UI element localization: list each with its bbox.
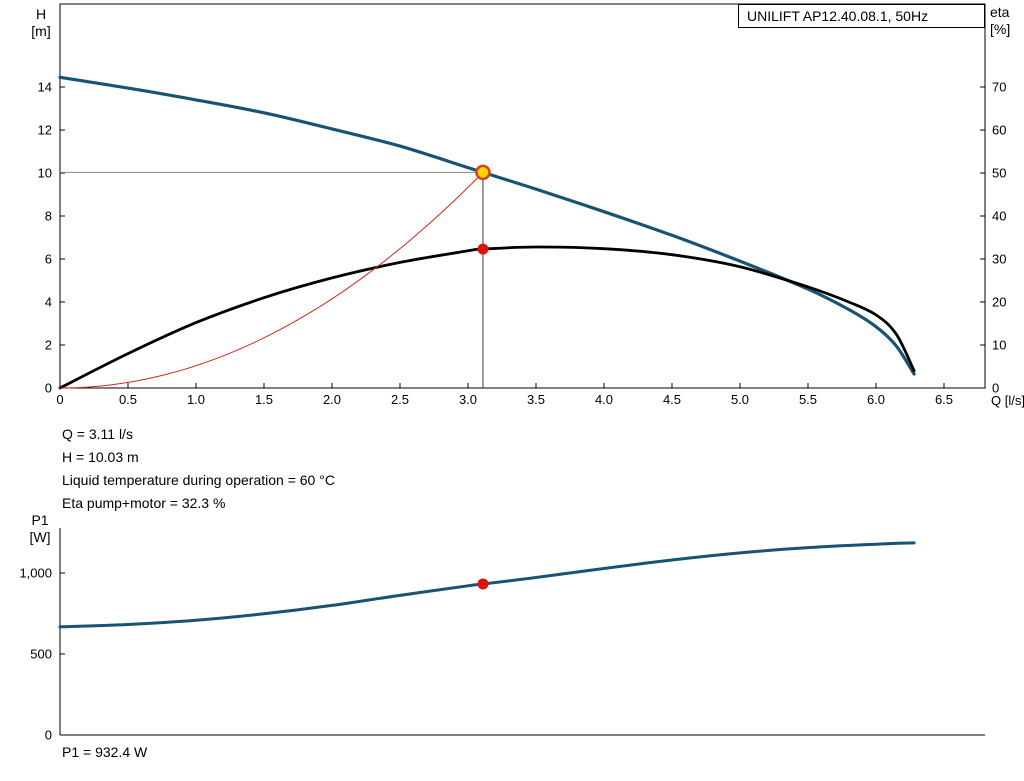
x-tick-label: 5.5: [799, 392, 817, 407]
readout-h: H = 10.03 m: [62, 449, 139, 465]
x-tick-label: 2.5: [391, 392, 409, 407]
eta-axis-label: eta [%]: [990, 4, 1024, 38]
eta-axis-label-line1: eta: [990, 4, 1010, 20]
eta-tick-label: 60: [992, 123, 1006, 138]
h-axis-label-line2: [m]: [31, 23, 51, 39]
x-tick-label: 5.0: [731, 392, 749, 407]
p1-tick-label: 500: [30, 647, 52, 662]
curve-eta-pump-motor: [58, 245, 916, 390]
eta-tick-label: 40: [992, 209, 1006, 224]
x-tick-label: 1.5: [255, 392, 273, 407]
p1-axis-label-line2: [W]: [29, 529, 51, 545]
readout-eta: Eta pump+motor = 32.3 %: [62, 495, 226, 511]
curve-head: [58, 75, 916, 376]
eta-tick-label: 20: [992, 295, 1006, 310]
pump-title-box: UNILIFT AP12.40.08.1, 50Hz: [738, 4, 985, 28]
x-tick-label: 6.5: [935, 392, 953, 407]
p1-operating-point: [477, 578, 489, 590]
p1-axis-label-line1: P1: [31, 512, 49, 528]
h-axis-label-line1: H: [35, 6, 47, 22]
h-tick-label: 10: [38, 166, 52, 181]
x-tick-label: 1.0: [187, 392, 205, 407]
eta-tick-label: 30: [992, 252, 1006, 267]
duty-point-readout: Q = 3.11 l/s H = 10.03 m Liquid temperat…: [62, 423, 335, 515]
x-tick-label: 3.5: [527, 392, 545, 407]
q-axis-label: Q [l/s]: [991, 393, 1024, 408]
eta-tick-label: 70: [992, 80, 1006, 95]
h-axis-label: H [m]: [22, 6, 60, 40]
h-tick-label: 0: [45, 381, 52, 396]
curve-system-curve: [59, 171, 484, 389]
p1-tick-label: 0: [45, 728, 52, 743]
eta-tick-label: 50: [992, 166, 1006, 181]
readout-q: Q = 3.11 l/s: [62, 426, 133, 442]
pump-title: UNILIFT AP12.40.08.1, 50Hz: [747, 8, 929, 24]
x-tick-label: 4.5: [663, 392, 681, 407]
x-tick-label: 6.0: [867, 392, 885, 407]
h-tick-label: 6: [45, 252, 52, 267]
readout-liquid-temp: Liquid temperature during operation = 60…: [62, 472, 335, 488]
eta-tick-label: 10: [992, 338, 1006, 353]
x-tick-label: 2.0: [323, 392, 341, 407]
duty-point-marker[interactable]: [475, 164, 491, 181]
h-tick-label: 4: [45, 295, 52, 310]
h-tick-label: 2: [45, 338, 52, 353]
h-tick-label: 12: [38, 123, 52, 138]
eta-axis-label-line2: [%]: [990, 21, 1011, 37]
h-tick-label: 14: [38, 80, 52, 95]
hq-chart-frame: [59, 3, 986, 389]
x-tick-label: 4.0: [595, 392, 613, 407]
x-tick-label: 3.0: [459, 392, 477, 407]
p1-tick-label: 1,000: [19, 566, 52, 581]
x-tick-label: 0.5: [119, 392, 137, 407]
h-tick-label: 8: [45, 209, 52, 224]
x-tick-label: 0: [56, 392, 63, 407]
p1-readout: P1 = 932.4 W: [62, 744, 148, 760]
eta-operating-point: [477, 243, 489, 255]
p1-axis-label: P1 [W]: [20, 512, 60, 546]
eta-tick-label: 0: [992, 381, 999, 396]
